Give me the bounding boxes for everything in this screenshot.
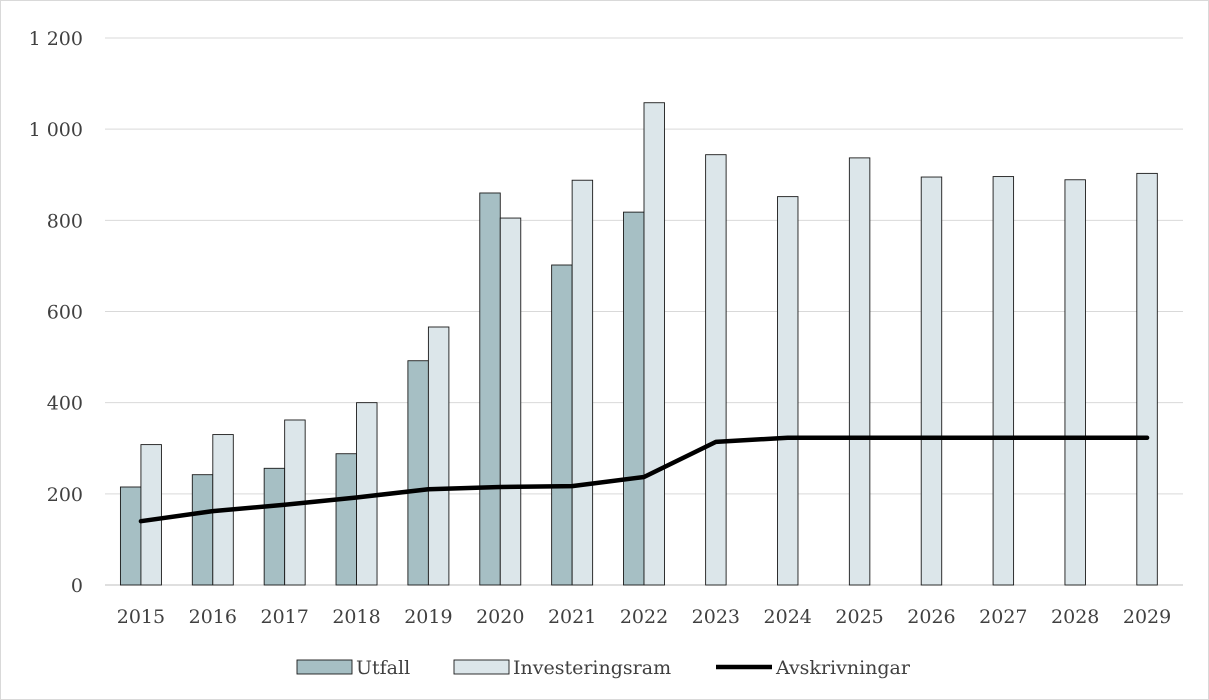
bar-investeringsram-2026	[920, 176, 943, 586]
bar-investeringsram-2027	[992, 176, 1015, 586]
bar-investeringsram-2028	[1064, 179, 1086, 586]
legend-item-avskrivningar: Avskrivningar	[716, 657, 911, 679]
legend-label: Utfall	[356, 657, 410, 679]
x-tick-label: 2028	[1051, 606, 1099, 628]
bar-investeringsram-2021	[571, 179, 594, 586]
bar-utfall-2019	[407, 360, 429, 586]
y-tick-label: 200	[47, 484, 83, 506]
legend-label: Avskrivningar	[775, 657, 911, 679]
bar-investeringsram-2029	[1136, 172, 1158, 586]
y-tick-label: 600	[47, 302, 83, 324]
x-tick-label: 2029	[1123, 606, 1171, 628]
bar-investeringsram-2015	[140, 444, 162, 586]
legend-swatch	[453, 659, 510, 675]
legend-item-investeringsram: Investeringsram	[453, 657, 671, 679]
bar-investeringsram-2023	[705, 154, 727, 586]
y-tick-label: 800	[47, 210, 83, 232]
x-tick-label: 2020	[476, 606, 524, 628]
line-avskrivningar	[138, 435, 1150, 524]
bar-utfall-2015	[119, 486, 142, 586]
y-tick-label: 400	[47, 393, 83, 415]
y-tick-label: 1 000	[29, 119, 83, 141]
y-tick-label: 0	[71, 575, 83, 597]
bar-utfall-2022	[623, 211, 645, 586]
legend-label: Investeringsram	[513, 657, 671, 679]
bar-utfall-2016	[191, 474, 214, 586]
x-axis-tick-labels: 2015 2016 2017 2018 2019 2020 2021 2022 2023 2024…	[117, 606, 1171, 628]
x-tick-label: 2017	[260, 606, 308, 628]
bar-investeringsram-2022	[643, 102, 665, 586]
bar-investeringsram-2020	[499, 217, 522, 586]
bars	[119, 102, 1158, 586]
x-tick-label: 2025	[835, 606, 883, 628]
x-tick-label: 2022	[620, 606, 668, 628]
bar-investeringsram-2025	[848, 157, 871, 586]
x-tick-label: 2023	[692, 606, 740, 628]
bar-utfall-2020	[479, 192, 501, 586]
bar-investeringsram-2024	[777, 196, 799, 586]
y-tick-label: 1 200	[29, 28, 83, 50]
bar-investeringsram-2019	[427, 326, 450, 586]
bar-utfall-2021	[551, 264, 573, 586]
line-series	[138, 435, 1150, 524]
legend: Utfall Investeringsram Avskrivningar	[296, 657, 911, 679]
bar-utfall-2017	[263, 467, 286, 586]
x-tick-label: 2015	[117, 606, 165, 628]
x-tick-label: 2024	[764, 606, 812, 628]
bar-utfall-2018	[335, 453, 357, 586]
y-axis-tick-labels: 0 200 400 600 800 1 000 1 200	[29, 28, 83, 597]
x-tick-label: 2019	[404, 606, 452, 628]
x-tick-label: 2027	[979, 606, 1027, 628]
legend-item-utfall: Utfall	[296, 657, 410, 679]
legend-swatch	[296, 659, 353, 675]
x-tick-label: 2016	[189, 606, 237, 628]
x-tick-label: 2021	[548, 606, 596, 628]
x-tick-label: 2018	[332, 606, 380, 628]
x-tick-label: 2026	[907, 606, 955, 628]
